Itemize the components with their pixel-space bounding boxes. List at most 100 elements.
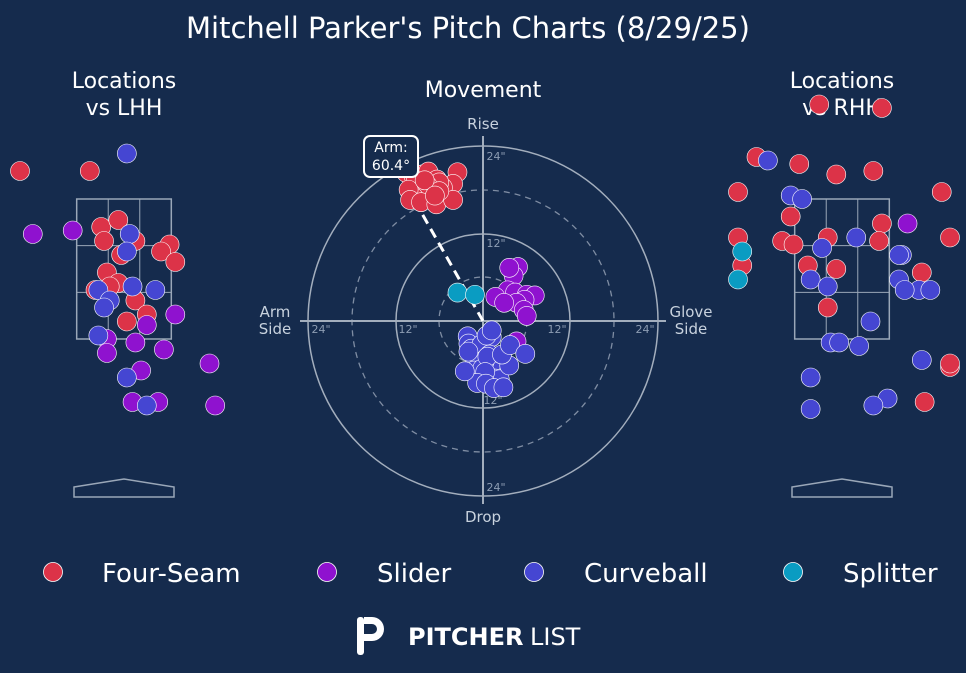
tick-top-12: 12" <box>486 237 505 250</box>
movement-point-splitter <box>447 282 468 303</box>
lhh-point-four-seam <box>80 161 100 181</box>
lhh-point-four-seam <box>117 311 137 332</box>
tick-left-24: 24" <box>311 323 330 336</box>
rhh-point-four-seam <box>789 154 810 174</box>
rhh-point-curveball <box>829 332 849 353</box>
lhh-point-four-seam <box>151 241 171 262</box>
tick-bottom-24: 24" <box>486 481 505 494</box>
lhh-point-four-seam <box>10 161 30 181</box>
lhh-point-four-seam <box>165 252 186 272</box>
rhh-point-curveball <box>800 367 821 388</box>
rhh-point-curveball <box>800 269 821 290</box>
lhh-point-curveball <box>117 143 137 164</box>
rhh-point-four-seam <box>728 182 748 202</box>
movement-panel: Rise Drop Arm Side Glove Side 24" 12" 12… <box>259 115 713 526</box>
rhh-point-four-seam <box>940 227 960 248</box>
lhh-point-slider <box>97 343 117 363</box>
rhh-point-slider <box>897 213 918 234</box>
rhh-point-four-seam <box>869 231 889 251</box>
arm-angle-value: 60.4° <box>372 158 410 174</box>
rhh-point-curveball <box>817 276 838 297</box>
lhh-point-curveball <box>117 367 137 388</box>
movement-title: Movement <box>425 78 542 103</box>
rhh-point-curveball <box>894 280 915 300</box>
rhh-point-splitter <box>728 269 748 290</box>
rhh-point-four-seam <box>872 213 892 234</box>
rhh-point-four-seam <box>783 234 804 255</box>
rhh-title-line1: Locations <box>790 69 895 94</box>
lhh-point-curveball <box>137 395 157 416</box>
rhh-point-splitter <box>732 241 753 262</box>
legend-marker-curveball <box>524 562 544 582</box>
lhh-point-slider <box>22 224 43 244</box>
rhh-point-curveball <box>758 150 778 171</box>
lhh-point-four-seam <box>94 231 114 251</box>
legend-label-four-seam: Four-Seam <box>102 559 241 589</box>
pitcherlist-logo-mark <box>357 617 384 655</box>
movement-point-splitter <box>465 284 485 305</box>
rhh-point-four-seam <box>809 94 830 115</box>
rhh-point-four-seam <box>931 182 952 202</box>
rhh-point-curveball <box>911 350 932 370</box>
rhh-point-curveball <box>800 399 821 419</box>
lhh-location-panel <box>10 143 225 498</box>
rhh-location-panel <box>728 94 960 498</box>
movement-point-curveball <box>458 341 479 362</box>
arm-side-label-2: Side <box>259 320 291 338</box>
tick-right-12: 12" <box>547 323 566 336</box>
figure-title: Mitchell Parker's Pitch Charts (8/29/25) <box>186 11 750 45</box>
rhh-point-curveball <box>863 395 884 416</box>
lhh-point-curveball <box>117 241 137 262</box>
rhh-point-curveball <box>860 311 881 332</box>
lhh-points <box>10 143 225 416</box>
rhh-point-curveball <box>792 189 812 209</box>
lhh-title-line1: Locations <box>72 69 177 94</box>
lhh-point-slider <box>154 339 174 360</box>
rhh-point-four-seam <box>817 297 838 318</box>
lhh-point-curveball <box>88 325 109 346</box>
rise-label: Rise <box>467 115 499 133</box>
movement-point-slider <box>494 292 514 313</box>
rhh-point-curveball <box>812 238 832 258</box>
movement-point-curveball <box>481 320 502 341</box>
movement-point-slider <box>499 257 520 278</box>
lhh-home-plate <box>73 478 175 498</box>
movement-point-four-seam <box>425 185 445 206</box>
lhh-point-slider <box>205 395 225 416</box>
tick-bottom-12: 12" <box>483 394 502 407</box>
arm-angle-label: Arm: <box>374 140 407 156</box>
tick-right-24: 24" <box>635 323 654 336</box>
rhh-point-four-seam <box>914 392 935 412</box>
lhh-point-slider <box>137 315 157 335</box>
rhh-point-four-seam <box>826 164 847 185</box>
rhh-point-curveball <box>849 336 869 356</box>
logo-text-bold: PITCHER <box>408 623 523 651</box>
drop-label: Drop <box>465 508 501 526</box>
lhh-point-slider <box>125 332 146 353</box>
legend-label-splitter: Splitter <box>843 559 938 589</box>
glove-side-label-2: Side <box>675 320 707 338</box>
tick-left-12: 12" <box>398 323 417 336</box>
lhh-point-slider <box>165 304 186 325</box>
tick-top-24: 24" <box>486 150 505 163</box>
legend: Four-Seam Slider Curveball Splitter <box>43 559 938 589</box>
lhh-point-four-seam <box>108 210 129 230</box>
legend-marker-splitter <box>783 562 803 582</box>
lhh-point-slider <box>199 353 220 374</box>
legend-label-slider: Slider <box>377 559 451 589</box>
movement-point-curveball <box>454 361 475 382</box>
logo-text-light: LIST <box>530 623 581 651</box>
rhh-point-curveball <box>846 227 867 248</box>
arm-angle-box <box>363 135 419 178</box>
rhh-point-curveball <box>920 280 941 300</box>
rhh-point-four-seam <box>940 353 960 374</box>
movement-point-slider <box>516 306 537 326</box>
rhh-point-curveball <box>889 245 909 265</box>
arm-side-label-1: Arm <box>260 303 291 321</box>
movement-points <box>385 158 545 398</box>
lhh-point-curveball <box>94 297 114 318</box>
rhh-point-four-seam <box>911 262 932 283</box>
arm-angle-line <box>396 170 485 322</box>
rhh-point-four-seam <box>826 259 847 279</box>
